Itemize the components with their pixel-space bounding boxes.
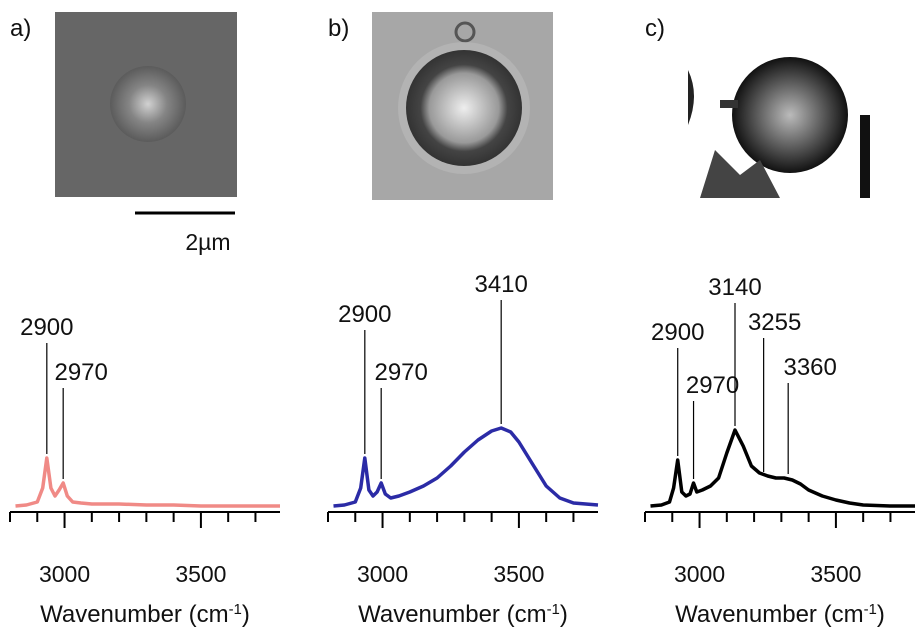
panel-label: c) — [645, 15, 665, 42]
x-tick-label: 3500 — [810, 561, 861, 587]
x-tick-label: 3000 — [674, 561, 725, 587]
x-tick-label: 3500 — [493, 561, 544, 587]
x-axis-label-part: -1 — [547, 601, 560, 618]
x-axis-label-part: ) — [242, 601, 250, 628]
panel-label: b) — [328, 15, 349, 42]
x-axis-label: Wavenumber (cm-1) — [358, 601, 568, 629]
peak-label: 3140 — [708, 274, 761, 301]
x-axis-label-part: ) — [560, 601, 568, 628]
peak-label: 2900 — [651, 319, 704, 346]
x-axis-label-part: Wavenumber (cm — [358, 601, 546, 628]
image-a — [55, 12, 237, 197]
x-axis-label: Wavenumber (cm-1) — [675, 601, 885, 629]
peak-label: 3255 — [748, 309, 801, 336]
panel-label: a) — [10, 15, 31, 42]
spectrum — [15, 456, 280, 508]
peak-label: 2900 — [20, 314, 73, 341]
peak-label: 2900 — [338, 301, 391, 328]
peak-label: 3410 — [474, 271, 527, 298]
peak-label: 3360 — [783, 354, 836, 381]
scale-bar-label: 2µm — [185, 229, 230, 255]
x-tick-label: 3000 — [39, 561, 90, 587]
x-axis-label-part: ) — [877, 601, 885, 628]
x-axis-label-part: -1 — [229, 601, 242, 618]
peak-label: 2970 — [686, 372, 739, 399]
x-axis-label: Wavenumber (cm-1) — [40, 601, 250, 629]
spectrum — [650, 428, 915, 508]
x-axis-label-part: Wavenumber (cm — [675, 601, 863, 628]
peak-label: 2970 — [374, 359, 427, 386]
x-tick-label: 3000 — [357, 561, 408, 587]
peak-label: 2970 — [54, 359, 107, 386]
spectrum — [333, 426, 599, 508]
x-tick-label: 3500 — [175, 561, 226, 587]
image-c — [688, 50, 870, 198]
x-axis-label-part: -1 — [864, 601, 877, 618]
image-b — [372, 12, 553, 200]
x-axis-label-part: Wavenumber (cm — [40, 601, 228, 628]
